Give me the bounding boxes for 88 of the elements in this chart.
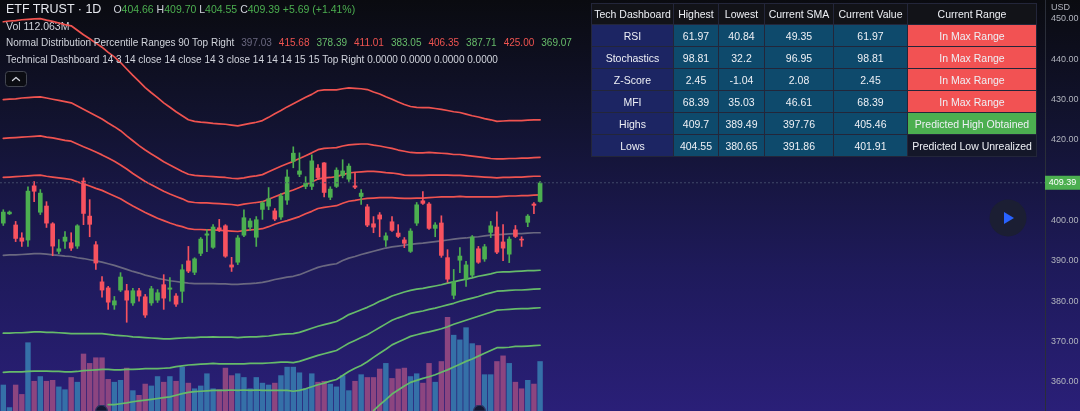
text: 96.95 [785, 51, 813, 64]
text: 98.81 [857, 51, 884, 64]
y-tick-label: 390.00 [1051, 255, 1079, 266]
category-label: Z-Score [613, 73, 652, 86]
annotation: 415.68 [278, 37, 310, 48]
category-label: Current Value [838, 8, 903, 20]
candlestick [87, 199, 92, 238]
chart-title: ETF TRUST · 1D [6, 2, 102, 16]
category-label: Lowest [724, 8, 759, 20]
text: 380.65 [725, 139, 758, 152]
bar [25, 342, 31, 411]
category-label: Lows [620, 139, 645, 152]
candlestick [124, 284, 130, 323]
annotation: 425.00 [503, 37, 535, 48]
annotation: 387.71 [466, 37, 497, 48]
text: 397.76 [782, 117, 816, 130]
text: 2.45 [860, 73, 881, 86]
text: 46.61 [785, 95, 813, 108]
category-label: Highs [619, 117, 646, 130]
annotation: 378.39 [316, 37, 348, 48]
bar [525, 379, 531, 411]
text: 35.03 [728, 95, 755, 108]
bar [74, 381, 81, 411]
bar [383, 363, 389, 411]
bar [37, 376, 44, 411]
annotation: 397.03 [241, 37, 272, 48]
bar [432, 381, 438, 411]
text: 98.81 [682, 51, 710, 64]
bar [506, 363, 512, 411]
text: 404.55 [679, 139, 713, 152]
annotation: 406.35 [428, 37, 460, 48]
bar [130, 390, 136, 411]
category-label: RSI [623, 29, 642, 42]
category-label: In Max Range [939, 29, 1005, 42]
y-tick-label: 450.00 [1051, 13, 1079, 24]
bar [167, 376, 173, 411]
text: Tech Dashboard [594, 8, 671, 20]
text: 391.86 [782, 139, 816, 152]
bar [173, 380, 179, 411]
text: 401.91 [854, 139, 887, 152]
category-label: Predicted Low Unrealized [912, 139, 1032, 152]
y-tick-label: 370.00 [1051, 336, 1079, 347]
y-axis-title: USD [1051, 2, 1071, 12]
category-label: In Max Range [939, 95, 1005, 108]
category-label: Highest [678, 8, 714, 20]
bar [31, 380, 37, 411]
category-label: Current SMA [768, 8, 830, 20]
y-tick-label: 430.00 [1051, 94, 1079, 105]
category-label: In Max Range [939, 51, 1005, 64]
category-label: MFI [623, 95, 642, 108]
text: 2.08 [788, 73, 810, 86]
bar [68, 377, 74, 411]
candlestick [457, 247, 463, 273]
annotation: 369.07 [541, 37, 572, 48]
annotation: Vol 112.063M [6, 20, 70, 32]
text: 61.97 [682, 29, 710, 42]
y-tick-label: 420.00 [1051, 134, 1079, 145]
annotation: O404.66 H409.70 L404.55 C409.39 +5.69 (+1.41%) [113, 3, 356, 15]
text: 68.39 [857, 95, 884, 108]
category-label: Stochastics [605, 51, 660, 64]
text: 405.46 [854, 117, 887, 130]
text: -1.04 [729, 73, 754, 86]
y-tick-label: 400.00 [1051, 215, 1079, 226]
annotation: Technical Dashboard 14 3 14 close 14 close 14 3 close 14 14 14 15 15 Top Right 0.0000 0.0000 0.0000 0.0000 [6, 54, 498, 65]
annotation: 383.05 [390, 37, 422, 48]
annotation: Normal Distribution Percentile Ranges 90 Top Right [6, 37, 235, 48]
y-tick-label: 380.00 [1051, 295, 1079, 306]
text: 61.97 [857, 29, 884, 42]
text: 32.2 [731, 51, 752, 64]
y-tick-label: 440.00 [1051, 53, 1079, 64]
text: 409.7 [682, 117, 710, 130]
text: 2.45 [685, 73, 707, 86]
text: 49.35 [785, 29, 813, 42]
category-label: Predicted High Obtained [914, 117, 1030, 130]
bar [531, 383, 537, 411]
bar [537, 361, 543, 411]
annotation: 411.01 [354, 37, 384, 48]
candlestick [377, 212, 382, 238]
text: 389.49 [725, 117, 758, 130]
category-label: In Max Range [939, 73, 1005, 86]
y-tick-label: 360.00 [1051, 376, 1079, 387]
bar [352, 380, 358, 411]
candlestick [62, 231, 68, 249]
bar [358, 374, 364, 411]
ref-line-label: 409.39 [1048, 177, 1077, 188]
text: 68.39 [682, 95, 710, 108]
text: Current Range [937, 8, 1007, 20]
text: 40.84 [728, 29, 755, 42]
